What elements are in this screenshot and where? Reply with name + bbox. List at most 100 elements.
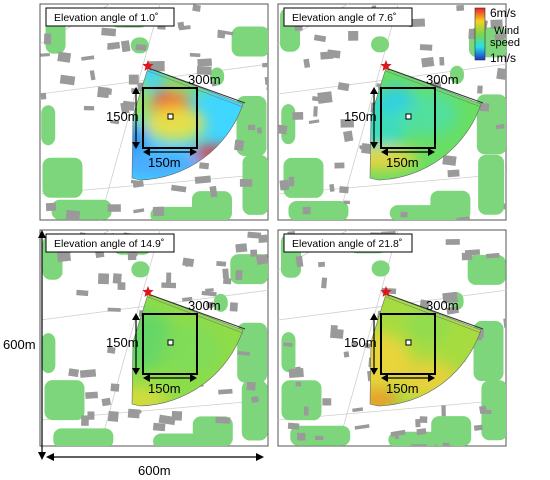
panel-title-box [283, 7, 413, 27]
building [352, 407, 364, 413]
vegetation-patch [281, 380, 322, 421]
panel-title-box [45, 7, 175, 27]
analysis-box [380, 313, 436, 375]
domain-width-dimension: 600m [46, 453, 264, 478]
building [441, 405, 446, 417]
building [321, 277, 328, 289]
building [251, 396, 259, 403]
panel-title: Elevation angle of 1.0˚ [54, 12, 159, 24]
building [354, 424, 370, 430]
building [171, 410, 183, 421]
building [496, 67, 506, 81]
building [501, 31, 506, 39]
vegetation-patch [371, 36, 390, 53]
vegetation-patch [430, 190, 471, 220]
building [112, 273, 122, 284]
building [262, 62, 268, 68]
building [322, 398, 332, 406]
building [442, 442, 450, 446]
building [65, 209, 81, 220]
wind-field [370, 68, 481, 180]
box-width-label: 150m [148, 381, 181, 396]
building [182, 257, 195, 267]
vegetation-patch [449, 65, 464, 84]
building [194, 175, 212, 184]
building [101, 27, 117, 37]
building [120, 102, 130, 115]
building [456, 216, 471, 220]
building [330, 328, 344, 339]
building [329, 183, 335, 192]
building [85, 391, 98, 399]
scan-range-label: 300m [426, 298, 459, 313]
building [148, 61, 165, 72]
building [419, 299, 430, 309]
building [223, 277, 232, 285]
colorbar-title-line2: speed [490, 37, 520, 49]
vegetation-patch [51, 199, 112, 220]
domain-height-dimension: 600m [3, 230, 46, 460]
building [110, 383, 120, 392]
building [43, 33, 52, 45]
vegetation-patch [42, 157, 83, 198]
building [106, 346, 116, 354]
building [89, 70, 96, 81]
star-icon [142, 60, 154, 71]
building [239, 179, 253, 187]
box-height-label: 150m [106, 109, 139, 124]
vegetation-patch [281, 104, 296, 145]
building [166, 272, 172, 284]
building [182, 296, 193, 302]
building [477, 85, 483, 94]
vegetation-patch [242, 154, 268, 215]
building [170, 184, 187, 193]
star-icon [142, 286, 154, 297]
building [40, 92, 47, 100]
building [415, 418, 421, 428]
building [294, 366, 302, 377]
building [209, 185, 218, 198]
vegetation-patch [478, 154, 505, 215]
building [250, 249, 258, 257]
building [235, 243, 248, 253]
building [485, 252, 500, 259]
box-height-label: 150m [344, 109, 377, 124]
building [495, 124, 505, 130]
star-icon [380, 60, 392, 71]
vegetation-patch [290, 425, 351, 446]
building [317, 91, 333, 104]
building [107, 410, 119, 422]
domain-width-label: 600m [138, 463, 171, 478]
building [337, 82, 350, 92]
building [218, 388, 233, 395]
building [205, 288, 214, 293]
box-width-label: 150m [148, 155, 181, 170]
building [256, 127, 263, 134]
building [57, 51, 72, 63]
building [446, 305, 460, 315]
building [292, 111, 304, 120]
panel-title-box [45, 233, 175, 253]
building [295, 381, 302, 387]
building [330, 325, 338, 331]
vegetation-patch [191, 191, 232, 220]
scan-range-label: 300m [426, 72, 459, 87]
building [201, 290, 217, 297]
building [490, 19, 503, 30]
vegetation-patch [131, 261, 150, 278]
building [97, 86, 110, 99]
building [479, 103, 490, 112]
panel-title-box [283, 233, 413, 253]
building [442, 155, 457, 166]
building [313, 106, 318, 117]
building [98, 273, 110, 285]
scan-range-line [385, 67, 484, 104]
vegetation-patch [44, 380, 85, 421]
building [295, 255, 304, 268]
building [361, 143, 372, 154]
building [313, 34, 327, 43]
building [411, 444, 428, 446]
building [101, 397, 111, 407]
building [237, 350, 251, 356]
